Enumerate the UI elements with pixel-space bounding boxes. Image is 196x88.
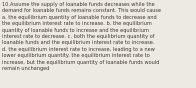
Text: 10.Assume the supply of loanable funds decreases while the
demand for loanable f: 10.Assume the supply of loanable funds d… (2, 2, 161, 71)
